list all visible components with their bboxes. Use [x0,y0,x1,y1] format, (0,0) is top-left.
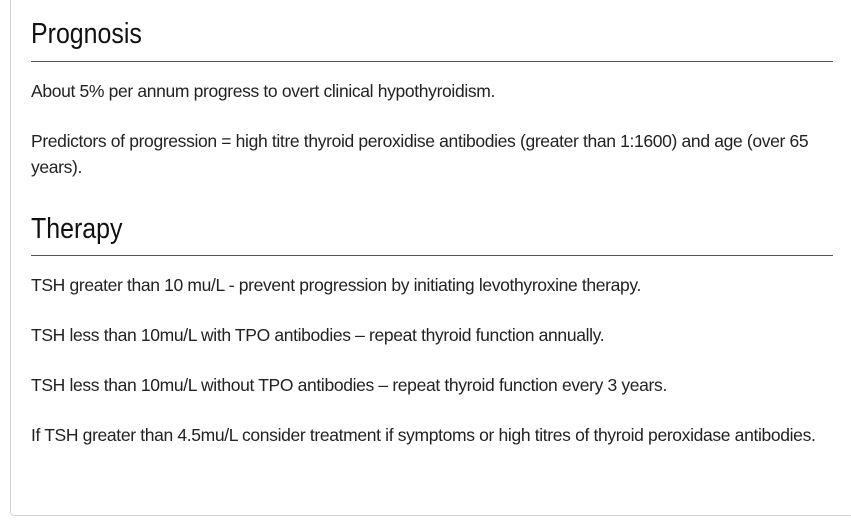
therapy-paragraph: TSH less than 10mu/L without TPO antibod… [31,375,667,395]
prognosis-paragraph: Predictors of progression = high titre t… [31,131,809,177]
therapy-heading: Therapy [31,213,123,245]
prognosis-paragraph: About 5% per annum progress to overt cli… [31,81,496,101]
prognosis-heading: Prognosis [31,18,142,50]
therapy-paragraph: If TSH greater than 4.5mu/L consider tre… [31,425,816,445]
therapy-paragraph: TSH greater than 10 mu/L - prevent progr… [31,275,642,295]
prognosis-divider [31,61,833,62]
therapy-divider [31,255,833,256]
content-card [10,0,851,516]
therapy-paragraph: TSH less than 10mu/L with TPO antibodies… [31,325,605,345]
